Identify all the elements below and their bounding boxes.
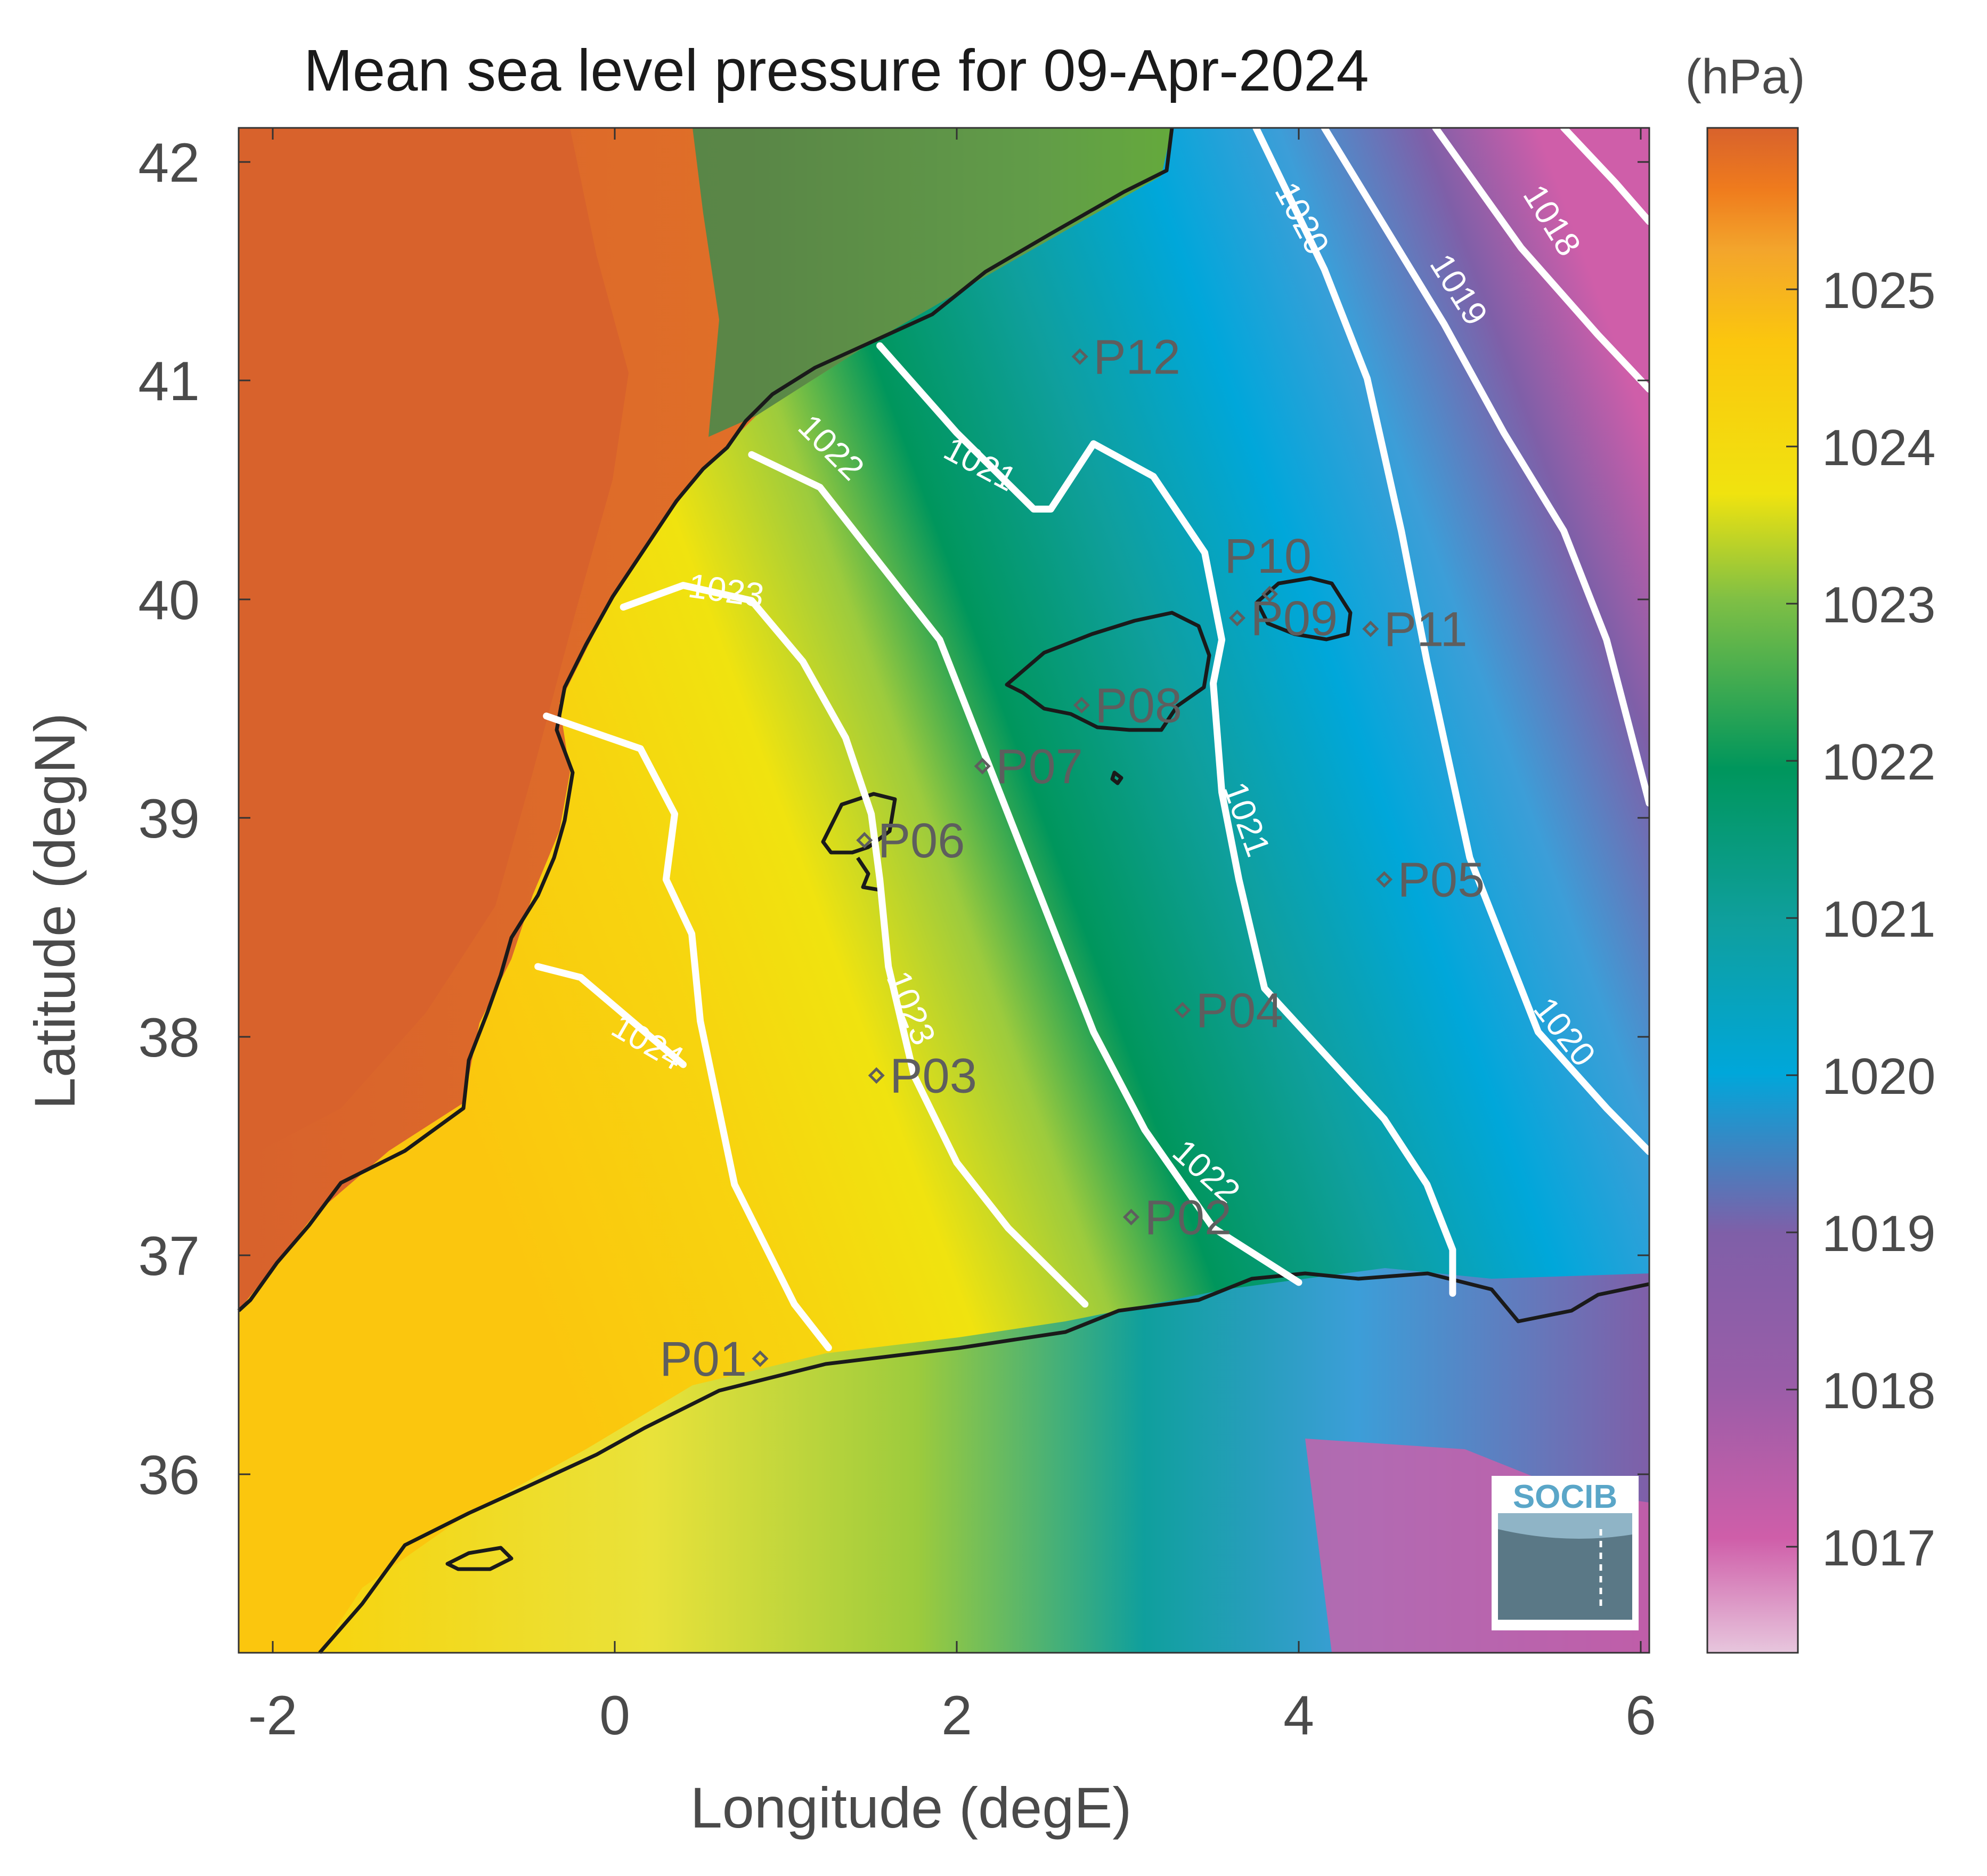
catalonia-green [693, 128, 1172, 437]
station-p05: P05 [1375, 853, 1485, 907]
station-label: P09 [1251, 591, 1338, 646]
coastline-ibiza [821, 792, 897, 855]
station-marker-icon [1071, 348, 1088, 365]
iberia-hot-region [239, 128, 629, 1162]
station-label: P12 [1093, 330, 1180, 384]
x-tick-label: -2 [248, 1685, 297, 1747]
x-tick-label: 2 [941, 1685, 972, 1747]
station-marker-icon [856, 832, 873, 849]
station-marker-icon [1375, 871, 1393, 888]
y-axis: 36 37 38 39 40 41 42 Latitude (degN) [22, 132, 1649, 1506]
coastline-alboran [445, 1546, 514, 1571]
y-tick-label: 41 [138, 351, 200, 412]
station-marker-icon [1228, 610, 1245, 627]
station-p08: P08 [1073, 679, 1182, 733]
station-marker-icon [1174, 1002, 1191, 1019]
socib-logo: SOCIB [1492, 1476, 1639, 1630]
isobar-1023-line [620, 582, 1089, 1308]
coastline-mallorca [1005, 611, 1211, 732]
colorbar-tick-label: 1022 [1822, 734, 1936, 791]
station-p01: P01 [659, 1332, 769, 1386]
map-panel: 1018 1019 1020 1020 1021 1021 1022 1022 … [237, 127, 1650, 1654]
station-p06: P06 [856, 814, 965, 868]
colorbar-tick-label: 1023 [1822, 576, 1936, 634]
station-p12: P12 [1071, 330, 1180, 384]
map-title: Mean sea level pressure for 09-Apr-2024 [304, 38, 1369, 103]
coastline-menorca [1255, 576, 1353, 641]
station-p02: P02 [1122, 1190, 1232, 1245]
station-label: P01 [659, 1332, 747, 1386]
station-label: P04 [1196, 984, 1283, 1038]
africa-land [320, 1268, 1649, 1653]
coastline-cabrera [1110, 770, 1123, 785]
station-label: P02 [1145, 1190, 1232, 1245]
station-label: P07 [996, 740, 1083, 794]
x-axis: -2 0 2 4 6 Longitude (degE) [248, 128, 1656, 1840]
station-label: P08 [1095, 679, 1182, 733]
station-marker-icon [868, 1067, 885, 1084]
y-tick-label: 37 [138, 1225, 200, 1287]
colorbar-unit-label: (hPa) [1685, 50, 1805, 104]
isobar-1019-line [1321, 128, 1649, 807]
station-marker-icon [1122, 1208, 1139, 1225]
colorbar-tick-label: 1017 [1822, 1520, 1936, 1577]
station-p07: P07 [974, 740, 1083, 794]
coastlines [237, 127, 1650, 1654]
colorbar-scale [1706, 127, 1799, 1654]
colorbar-tick-label: 1018 [1822, 1362, 1936, 1419]
station-label: P03 [890, 1049, 977, 1103]
coastline-formentera [856, 857, 880, 892]
station-p11: P11 [1362, 602, 1468, 656]
station-marker-icon [752, 1350, 769, 1367]
x-axis-label: Longitude (degE) [690, 1775, 1132, 1840]
colorbar-tick-label: 1024 [1822, 419, 1936, 476]
station-label: P05 [1398, 853, 1485, 907]
station-label: P10 [1224, 529, 1312, 583]
station-marker-icon [1261, 586, 1278, 603]
station-marker-icon [1073, 696, 1090, 714]
colorbar-tick-label: 1019 [1822, 1205, 1936, 1262]
station-p10: P10 [1224, 529, 1312, 603]
station-p04: P04 [1174, 984, 1283, 1038]
colorbar-tick-label: 1020 [1822, 1048, 1936, 1105]
isobar-1018-line [1560, 128, 1649, 225]
station-p09: P09 [1228, 591, 1338, 646]
colorbar: (hPa) 1017 1018 1019 1020 1021 1022 1023… [1685, 50, 1936, 1654]
coastline-africa [318, 1271, 1650, 1654]
x-tick-label: 0 [599, 1685, 630, 1747]
isobar-1024-line [543, 712, 832, 1352]
colorbar-tick-label: 1025 [1822, 262, 1936, 319]
y-axis-label: Latitude (degN) [22, 713, 87, 1109]
isobar-1020-line [1252, 128, 1649, 1156]
x-tick-label: 6 [1625, 1685, 1656, 1747]
y-tick-label: 39 [138, 788, 200, 850]
axes-frame [238, 127, 1650, 1654]
x-tick-label: 4 [1283, 1685, 1314, 1747]
y-tick-label: 40 [138, 570, 200, 631]
y-tick-label: 38 [138, 1007, 200, 1069]
coastline-iberia [237, 127, 1174, 1312]
logo-text: SOCIB [1513, 1479, 1617, 1515]
station-label: P11 [1384, 602, 1468, 656]
isobar-1022-line [748, 451, 1302, 1286]
isobar-contours [534, 128, 1649, 1352]
isobar-1018-line [1432, 128, 1649, 393]
station-marker-icon [1362, 620, 1379, 637]
colorbar-tick-label: 1021 [1822, 891, 1936, 948]
y-tick-label: 36 [138, 1444, 200, 1506]
station-p03: P03 [868, 1049, 977, 1103]
y-tick-label: 42 [138, 132, 200, 194]
station-label: P06 [878, 814, 965, 868]
station-marker-icon [974, 758, 991, 775]
isobar-1021-line [876, 342, 1456, 1297]
isobar-1024-line [534, 963, 687, 1068]
